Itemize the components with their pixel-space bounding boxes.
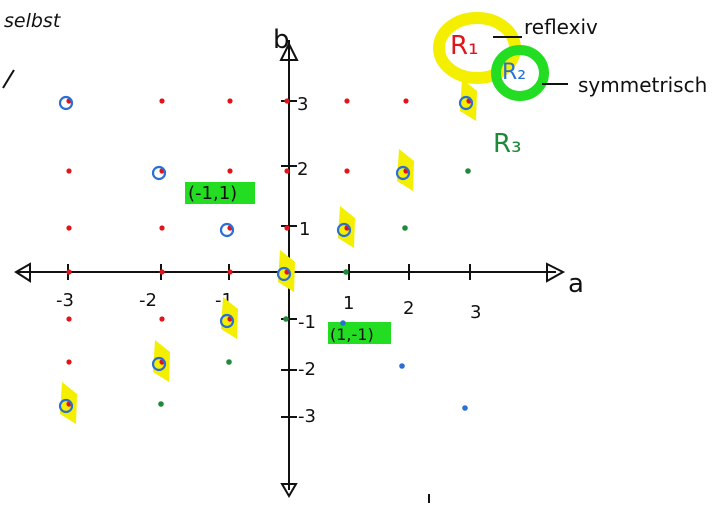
r3-legend-label: R₃ — [493, 129, 522, 159]
r2-point-circle — [336, 222, 352, 238]
margin-note: selbst — [4, 10, 62, 32]
margin-scribble — [2, 69, 15, 89]
r3-point — [226, 359, 232, 365]
y-axis-arrow-bottom — [280, 483, 298, 498]
r1-point — [227, 168, 233, 174]
r3-point — [158, 401, 164, 407]
r3-point — [402, 225, 408, 231]
r1-legend-label: R₁ — [450, 31, 479, 61]
r1-point — [159, 225, 165, 231]
point-label-highlight-2 — [328, 322, 391, 344]
y-tick-label: -1 — [298, 312, 316, 333]
r1-point — [66, 269, 72, 275]
point-label-1-minus1: (1,-1) — [330, 325, 374, 344]
r2-point-circle — [58, 95, 74, 111]
r2-point-circle — [219, 313, 235, 329]
r3-point — [465, 168, 471, 174]
x-axis-arrow-left — [14, 262, 31, 283]
r1-point — [227, 98, 233, 104]
r2-point-circle — [219, 222, 235, 238]
r1-point — [66, 316, 72, 322]
y-tick-label: -2 — [298, 359, 316, 380]
r1-points-layer — [66, 98, 472, 407]
r1-point — [227, 269, 233, 275]
y-tick-label: 1 — [299, 219, 310, 240]
r3-point — [283, 316, 289, 322]
r1-point — [403, 98, 409, 104]
r2-points-layer — [340, 320, 468, 411]
x-tick-label: -3 — [56, 290, 74, 311]
r2-point-circle — [151, 165, 167, 181]
y-axis-arrow-top — [279, 41, 299, 61]
x-tick-label: 2 — [403, 298, 414, 319]
r1-point — [66, 225, 72, 231]
x-tick-label: -2 — [139, 290, 157, 311]
r2-point-circle — [395, 165, 411, 181]
x-axis-arrow-right — [546, 262, 566, 283]
r2-point-circle — [58, 398, 74, 414]
r1-point — [344, 98, 350, 104]
r3-point — [343, 269, 349, 275]
r2-point — [399, 363, 405, 369]
x-tick-label: 3 — [470, 302, 481, 323]
x-tick-label: 1 — [343, 293, 354, 314]
x-tick-labels: -3 -2 -1 1 2 3 — [56, 290, 481, 323]
r2-point-circle — [458, 95, 474, 111]
r1-point — [344, 168, 350, 174]
r2-point — [462, 405, 468, 411]
y-tick-label: 2 — [297, 159, 308, 180]
r1-point — [159, 98, 165, 104]
y-tick-labels: 3 2 1 -1 -2 -3 — [297, 94, 316, 427]
r3-points-layer — [158, 168, 471, 407]
r1-point — [66, 359, 72, 365]
r2-legend-label: R₂ — [502, 60, 526, 85]
r2-property: symmetrisch — [578, 73, 707, 97]
y-axis-label: b — [273, 25, 290, 55]
reflexive-highlight-layer — [60, 79, 477, 424]
r1-point — [159, 316, 165, 322]
r1-property: reflexiv — [524, 15, 598, 39]
r1-point — [284, 225, 290, 231]
r1-point — [284, 168, 290, 174]
r2-legend-highlight — [491, 45, 549, 101]
r2-circle-layer — [58, 95, 474, 414]
x-axis-label: a — [568, 269, 584, 299]
r1-point — [284, 98, 290, 104]
r2-point-circle — [151, 356, 167, 372]
point-label-highlight-1 — [185, 182, 255, 204]
y-tick-label: 3 — [297, 94, 308, 115]
r1-point — [66, 168, 72, 174]
r2-point-circle — [276, 266, 292, 282]
r2-point — [340, 320, 346, 326]
r1-point — [159, 269, 165, 275]
point-label-minus1-1: (-1,1) — [188, 183, 237, 204]
y-tick-label: -3 — [298, 406, 316, 427]
